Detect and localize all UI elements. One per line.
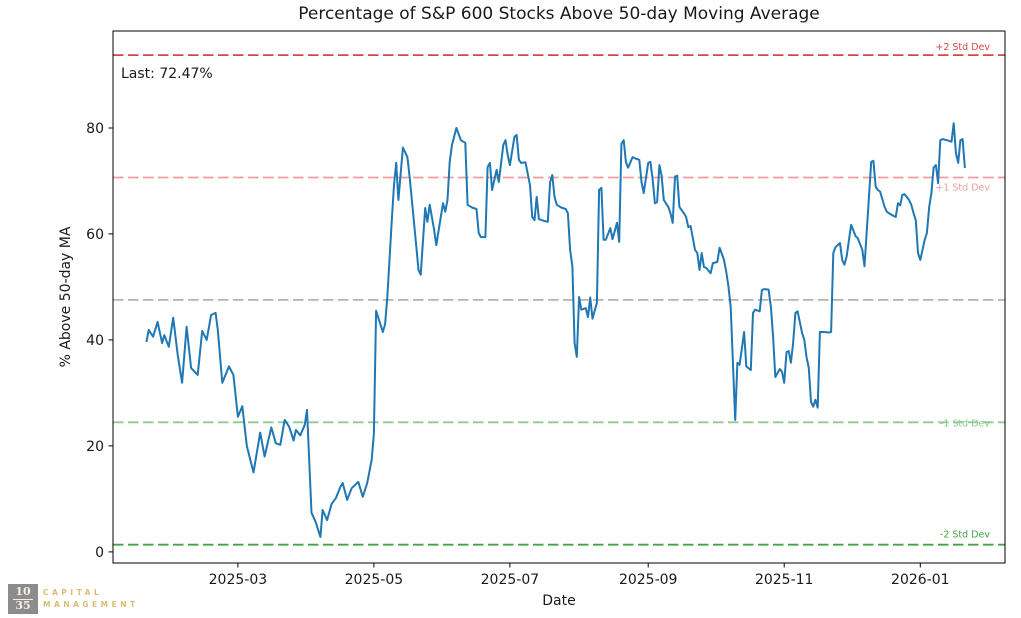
- x-tick-label: 2026-01: [891, 572, 950, 588]
- y-tick-label: 60: [86, 227, 104, 243]
- logo-fraction-box: 10 35: [8, 584, 38, 614]
- data-line: [145, 122, 966, 538]
- y-tick-label: 40: [86, 333, 104, 349]
- logo-name-line1: CAPITAL: [43, 588, 103, 597]
- plus-1-std-label: +1 Std Dev: [935, 183, 990, 194]
- x-axis-label: Date: [542, 593, 576, 609]
- last-value-annotation: Last: 72.47%: [121, 66, 213, 82]
- x-tick-label: 2025-03: [209, 572, 268, 588]
- chart-title: Percentage of S&P 600 Stocks Above 50-da…: [298, 4, 820, 24]
- minus-1-std-label: -1 Std Dev: [940, 418, 990, 429]
- y-tick-label: 80: [86, 121, 104, 137]
- x-tick-label: 2025-09: [619, 572, 678, 588]
- y-axis-label: % Above 50-day MA: [58, 226, 74, 368]
- company-logo: 10 35 CAPITAL MANAGEMENT: [8, 584, 139, 614]
- plus-2-std-label: +2 Std Dev: [935, 42, 990, 53]
- x-tick-label: 2025-11: [755, 572, 814, 588]
- x-tick-label: 2025-07: [481, 572, 540, 588]
- minus-2-std-label: -2 Std Dev: [940, 530, 990, 541]
- logo-number-top: 10: [13, 584, 33, 600]
- plot-border: [112, 30, 1006, 564]
- logo-name-line2: MANAGEMENT: [43, 600, 139, 609]
- x-tick-label: 2025-05: [345, 572, 404, 588]
- logo-number-bottom: 35: [15, 598, 31, 612]
- logo-company-name: CAPITAL MANAGEMENT: [43, 587, 139, 611]
- y-tick-label: 20: [86, 439, 104, 455]
- y-tick-label: 0: [95, 545, 104, 561]
